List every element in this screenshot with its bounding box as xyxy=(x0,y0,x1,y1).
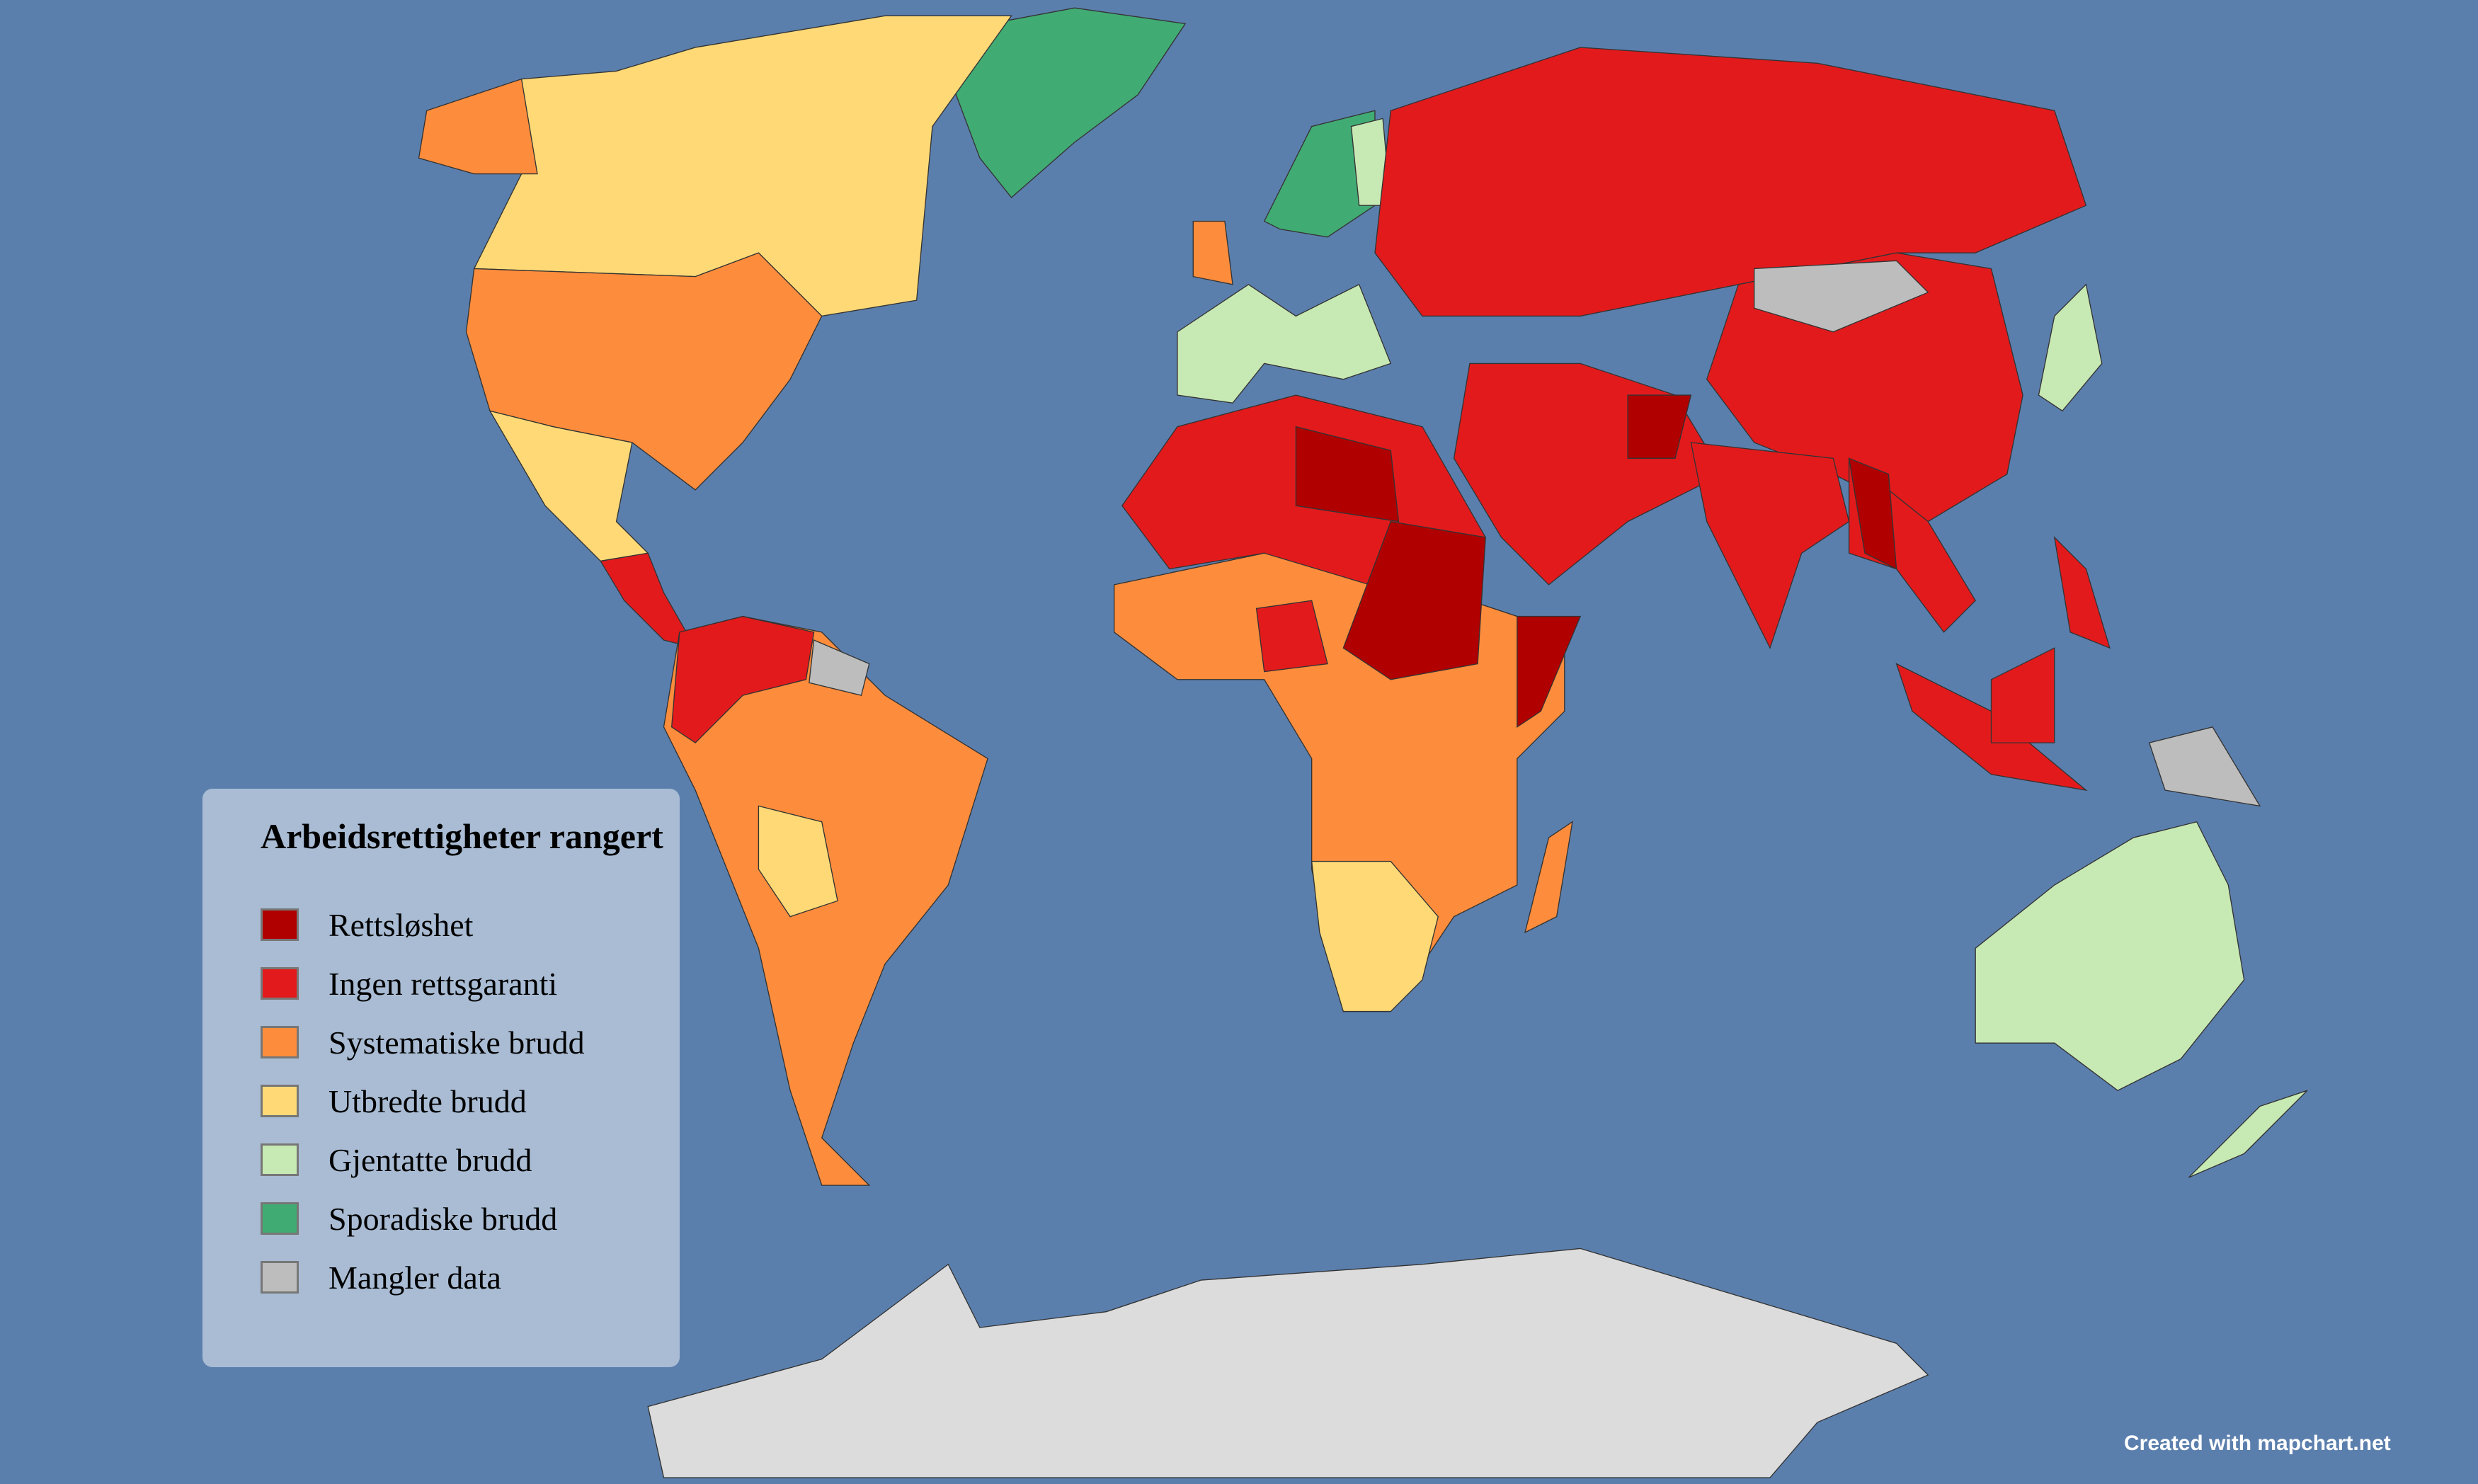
legend-swatch xyxy=(261,1202,299,1235)
region-russia xyxy=(1374,47,2087,317)
region-sudan xyxy=(1342,520,1486,680)
legend-label: Mangler data xyxy=(329,1259,501,1296)
region-india xyxy=(1690,442,1850,649)
region-antarctica xyxy=(647,1248,1929,1478)
legend-label: Utbredte brudd xyxy=(329,1083,527,1119)
region-bolivia xyxy=(758,805,838,918)
legend-swatch xyxy=(261,1085,299,1117)
legend-swatch xyxy=(261,1261,299,1294)
region-philippines xyxy=(2053,535,2111,649)
region-uk xyxy=(1192,220,1233,285)
region-papua-new-guinea xyxy=(2148,726,2261,807)
legend-item: Sporadiske brudd xyxy=(261,1194,680,1243)
legend-item: Rettsløshet xyxy=(261,900,680,949)
region-somalia xyxy=(1517,615,1582,729)
region-myanmar xyxy=(1848,457,1897,570)
map-legend: Arbeidsrettigheter rangert Rettsløshet In… xyxy=(202,789,680,1367)
region-mongolia xyxy=(1754,260,1929,333)
legend-item: Systematiske brudd xyxy=(261,1017,680,1067)
legend-swatch xyxy=(261,967,299,1000)
region-japan xyxy=(2038,283,2103,412)
legend-label: Systematiske brudd xyxy=(329,1024,585,1061)
region-australia xyxy=(1975,821,2245,1091)
legend-label: Rettsløshet xyxy=(329,906,474,943)
legend-swatch xyxy=(261,1026,299,1058)
region-guianas xyxy=(809,639,870,696)
region-alaska xyxy=(418,78,538,175)
region-colombia-venezuela xyxy=(670,615,815,743)
legend-item: Mangler data xyxy=(261,1252,680,1302)
region-borneo xyxy=(1990,647,2055,743)
region-new-zealand xyxy=(2188,1090,2308,1178)
credit-text: Created with mapchart.net xyxy=(2124,1432,2391,1455)
legend-label: Ingen rettsgaranti xyxy=(329,965,558,1002)
legend-title: Arbeidsrettigheter rangert xyxy=(261,816,663,856)
region-southern-africa xyxy=(1311,860,1439,1012)
legend-label: Sporadiske brudd xyxy=(329,1200,558,1237)
region-afghanistan xyxy=(1627,394,1692,459)
region-europe xyxy=(1177,283,1392,404)
legend-item: Utbredte brudd xyxy=(261,1076,680,1126)
region-greenland xyxy=(947,7,1187,198)
region-mexico xyxy=(489,410,649,562)
region-usa xyxy=(465,252,823,491)
region-libya xyxy=(1295,426,1400,523)
legend-swatch xyxy=(261,1143,299,1176)
region-madagascar xyxy=(1524,821,1573,934)
legend-item: Ingen rettsgaranti xyxy=(261,959,680,1008)
legend-item: Gjentatte brudd xyxy=(261,1135,680,1185)
legend-swatch xyxy=(261,908,299,941)
region-nigeria xyxy=(1255,600,1328,673)
legend-label: Gjentatte brudd xyxy=(329,1141,532,1178)
